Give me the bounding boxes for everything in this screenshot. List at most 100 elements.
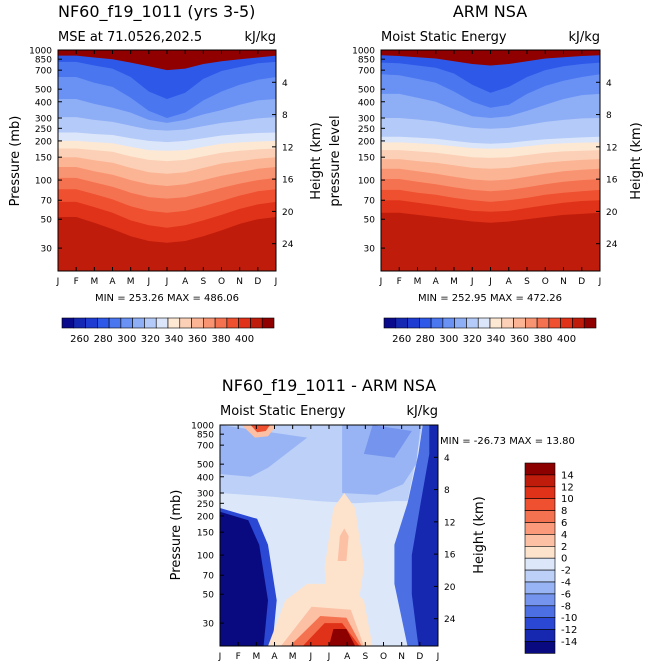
x-tick-label: J <box>327 652 331 662</box>
colorbar-swatch <box>524 569 556 583</box>
x-tick-label: A <box>109 277 116 287</box>
colorbar-swatch <box>524 557 556 571</box>
pressure-tick-label: 850 <box>35 56 52 66</box>
panel-2-left-axis-label: pressure level <box>328 115 343 206</box>
height-tick-label: 4 <box>282 79 288 89</box>
colorbar-label: 260 <box>392 334 411 345</box>
panel-2-colorbar: 260 280 300 320 340 360 380 400 <box>383 317 597 345</box>
height-tick-label: 12 <box>444 518 455 528</box>
colorbar-swatch <box>524 581 556 595</box>
colorbar-swatch <box>489 317 503 329</box>
contour-band <box>220 511 268 646</box>
colorbar-swatch <box>167 317 181 329</box>
panel-1-colorbar: 260 280 300 320 340 360 380 400 <box>61 317 275 345</box>
colorbar-swatch <box>261 317 275 329</box>
x-tick-label: D <box>578 277 585 287</box>
colorbar-swatch <box>524 629 556 642</box>
colorbar-swatch <box>442 317 455 329</box>
colorbar-label: 0 <box>561 554 567 565</box>
x-tick-label: A <box>182 277 189 287</box>
height-tick-label: 8 <box>282 111 288 121</box>
pressure-tick-label: 50 <box>203 591 215 601</box>
x-tick-label: J <box>436 652 440 662</box>
panel-2-units: kJ/kg <box>568 30 600 45</box>
pressure-tick-label: 500 <box>197 461 214 471</box>
x-tick-label: M <box>90 277 98 287</box>
panel-1: NF60_f19_1011 (yrs 3-5) MSE at 71.0526,2… <box>8 2 324 345</box>
pressure-tick-label: 300 <box>358 115 375 125</box>
x-tick-label: N <box>236 277 243 287</box>
pressure-tick-label: 250 <box>358 125 375 135</box>
contour-band <box>58 217 276 271</box>
colorbar-swatch <box>238 317 251 329</box>
colorbar-label: 14 <box>561 470 574 481</box>
colorbar-swatch <box>214 317 228 329</box>
colorbar-swatch <box>466 317 479 329</box>
colorbar-label: 360 <box>510 334 529 345</box>
height-tick-label: 4 <box>444 454 450 464</box>
panel-2-title: ARM NSA <box>453 2 527 21</box>
contour-band <box>329 629 356 646</box>
pressure-tick-label: 400 <box>197 473 214 483</box>
pressure-tick-label: 200 <box>197 512 214 522</box>
pressure-tick-label: 50 <box>41 216 53 226</box>
pressure-tick-label: 400 <box>358 98 375 108</box>
height-tick-label: 16 <box>444 551 456 561</box>
height-tick-label: 8 <box>444 486 450 496</box>
panel-1-stats: MIN = 253.26 MAX = 486.06 <box>95 293 239 304</box>
colorbar-label: 6 <box>561 518 567 529</box>
contour-band <box>381 212 600 271</box>
height-tick-label: 24 <box>282 240 294 250</box>
x-tick-label: J <box>379 277 383 287</box>
x-tick-label: M <box>127 277 135 287</box>
pressure-tick-label: 150 <box>35 154 52 164</box>
pressure-tick-label: 100 <box>35 177 52 187</box>
x-tick-label: J <box>470 277 474 287</box>
colorbar-label: -14 <box>561 637 577 648</box>
colorbar-swatch <box>572 317 585 329</box>
colorbar-swatch <box>524 462 556 476</box>
pressure-tick-label: 70 <box>364 197 376 207</box>
colorbar-swatch <box>383 317 397 329</box>
panel-2-subtitle: Moist Static Energy <box>381 30 507 45</box>
pressure-tick-label: 30 <box>41 245 53 255</box>
colorbar-swatch <box>524 474 556 488</box>
pressure-tick-label: 700 <box>35 67 52 77</box>
panel-3-right-axis-label: Height (km) <box>472 496 487 573</box>
panel-1-units: kJ/kg <box>244 30 276 45</box>
height-tick-label: 24 <box>606 240 618 250</box>
colorbar-label: 280 <box>416 334 435 345</box>
contour-band <box>363 425 412 458</box>
height-tick-label: 12 <box>282 143 293 153</box>
colorbar-swatch <box>524 545 556 559</box>
pressure-tick-label: 200 <box>358 137 375 147</box>
pressure-tick-label: 50 <box>364 216 376 226</box>
x-tick-label: M <box>450 277 458 287</box>
x-tick-label: A <box>344 652 351 662</box>
x-tick-label: F <box>236 652 241 662</box>
colorbar-label: 280 <box>94 334 113 345</box>
pressure-tick-label: 850 <box>197 431 214 441</box>
x-tick-label: S <box>362 652 368 662</box>
colorbar-swatch <box>144 317 157 329</box>
colorbar-swatch <box>179 317 192 329</box>
panel-3: NF60_f19_1011 - ARM NSA Moist Static Ene… <box>169 376 577 662</box>
colorbar-swatch <box>560 317 573 329</box>
x-tick-label: S <box>200 277 206 287</box>
panel-3-stats: MIN = -26.73 MAX = 13.80 <box>440 436 575 447</box>
x-tick-label: N <box>398 652 405 662</box>
x-tick-label: F <box>397 277 402 287</box>
x-tick-label: D <box>416 652 423 662</box>
panel-3-units: kJ/kg <box>406 404 438 419</box>
colorbar-swatch <box>524 534 556 547</box>
x-tick-label: O <box>218 277 225 287</box>
colorbar-swatch <box>525 317 538 329</box>
height-tick-label: 16 <box>606 176 618 186</box>
colorbar-label: -10 <box>561 613 577 624</box>
colorbar-swatch <box>61 317 75 329</box>
colorbar-label: 360 <box>188 334 207 345</box>
colorbar-swatch <box>454 317 467 329</box>
colorbar-swatch <box>191 317 204 329</box>
